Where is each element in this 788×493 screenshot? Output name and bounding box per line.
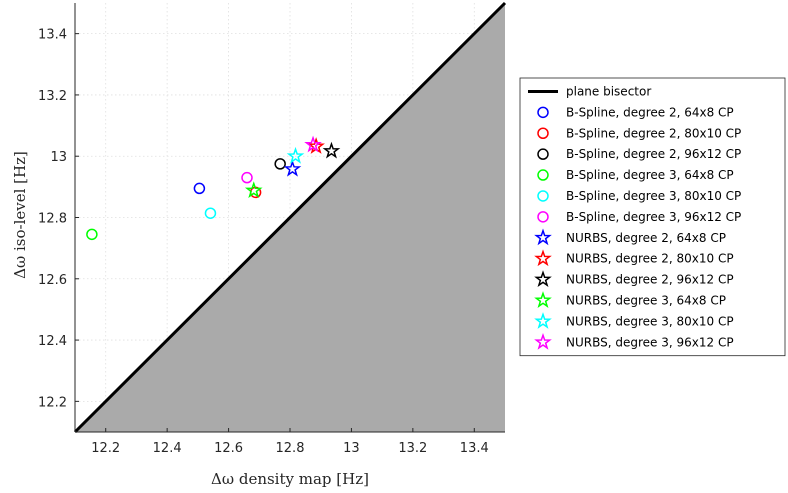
legend-marker-swatch	[537, 169, 549, 181]
legend-label: B-Spline, degree 2, 96x12 CP	[566, 147, 741, 161]
bisector-line	[73, 1, 507, 434]
legend-label: NURBS, degree 3, 64x8 CP	[566, 293, 726, 307]
x-tick-label: 12.2	[91, 441, 120, 456]
plane-bisector-line	[73, 1, 507, 434]
x-tick-label: 13.4	[460, 441, 489, 456]
legend-label: NURBS, degree 2, 96x12 CP	[566, 273, 734, 287]
x-axis-ticks: 12.2 12.4 12.6 12.8 13 13.2 13.4	[91, 428, 489, 456]
y-tick-label: 13.2	[38, 89, 67, 104]
x-tick-label: 12.8	[276, 441, 305, 456]
legend-label: B-Spline, degree 2, 64x8 CP	[566, 105, 734, 119]
legend-label: NURBS, degree 3, 80x10 CP	[566, 314, 734, 328]
legend-label: NURBS, degree 3, 96x12 CP	[566, 335, 734, 349]
legend-label: B-Spline, degree 2, 80x10 CP	[566, 126, 741, 140]
y-tick-label: 12.2	[38, 395, 67, 410]
y-tick-label: 12.8	[38, 212, 67, 227]
y-axis-label: Δω iso-level [Hz]	[11, 151, 29, 279]
x-tick-label: 12.6	[214, 441, 243, 456]
bspline-point	[193, 182, 206, 195]
legend-label: NURBS, degree 2, 64x8 CP	[566, 231, 726, 245]
y-tick-label: 12.6	[38, 273, 67, 288]
x-tick-label: 12.4	[153, 441, 182, 456]
x-axis-label: Δω density map [Hz]	[211, 470, 369, 488]
bspline-point	[204, 207, 217, 219]
nurbs-point	[322, 141, 341, 159]
nurbs-point	[304, 135, 322, 153]
bspline-point	[241, 171, 253, 184]
legend-marker-swatch	[537, 190, 549, 202]
legend: plane bisector B-Spline, degree 2, 64x8 C…	[519, 77, 786, 357]
legend-marker-swatch	[534, 291, 552, 308]
nurbs-point	[283, 159, 302, 177]
legend-label: B-Spline, degree 3, 64x8 CP	[566, 168, 734, 182]
y-tick-label: 13	[50, 150, 67, 165]
legend-marker-swatch	[534, 332, 552, 350]
y-tick-label: 13.4	[38, 28, 67, 43]
legend-label: B-Spline, degree 3, 80x10 CP	[566, 189, 741, 203]
legend-label: NURBS, degree 2, 80x10 CP	[566, 252, 734, 266]
legend-marker-swatch	[537, 127, 549, 139]
x-tick-label: 13	[343, 441, 360, 456]
legend-marker-swatch	[534, 312, 552, 329]
nurbs-point	[286, 146, 305, 164]
legend-marker-swatch	[534, 228, 552, 246]
data-markers	[86, 135, 341, 241]
legend-marker-swatch	[537, 106, 549, 119]
legend-label: plane bisector	[566, 84, 651, 98]
legend-label: B-Spline, degree 3, 96x12 CP	[566, 210, 741, 224]
legend-marker-swatch	[534, 270, 552, 288]
x-tick-label: 13.2	[398, 441, 427, 456]
legend-marker-swatch	[537, 148, 549, 160]
legend-marker-swatch	[534, 249, 552, 267]
y-axis-ticks: 12.2 12.4 12.6 12.8 13 13.2 13.4	[38, 28, 79, 410]
bspline-point	[274, 158, 286, 170]
nurbs-point	[244, 181, 263, 199]
bspline-point	[86, 228, 98, 241]
legend-box	[519, 77, 786, 357]
y-tick-label: 12.4	[38, 334, 67, 349]
legend-marker-swatch	[537, 211, 549, 223]
